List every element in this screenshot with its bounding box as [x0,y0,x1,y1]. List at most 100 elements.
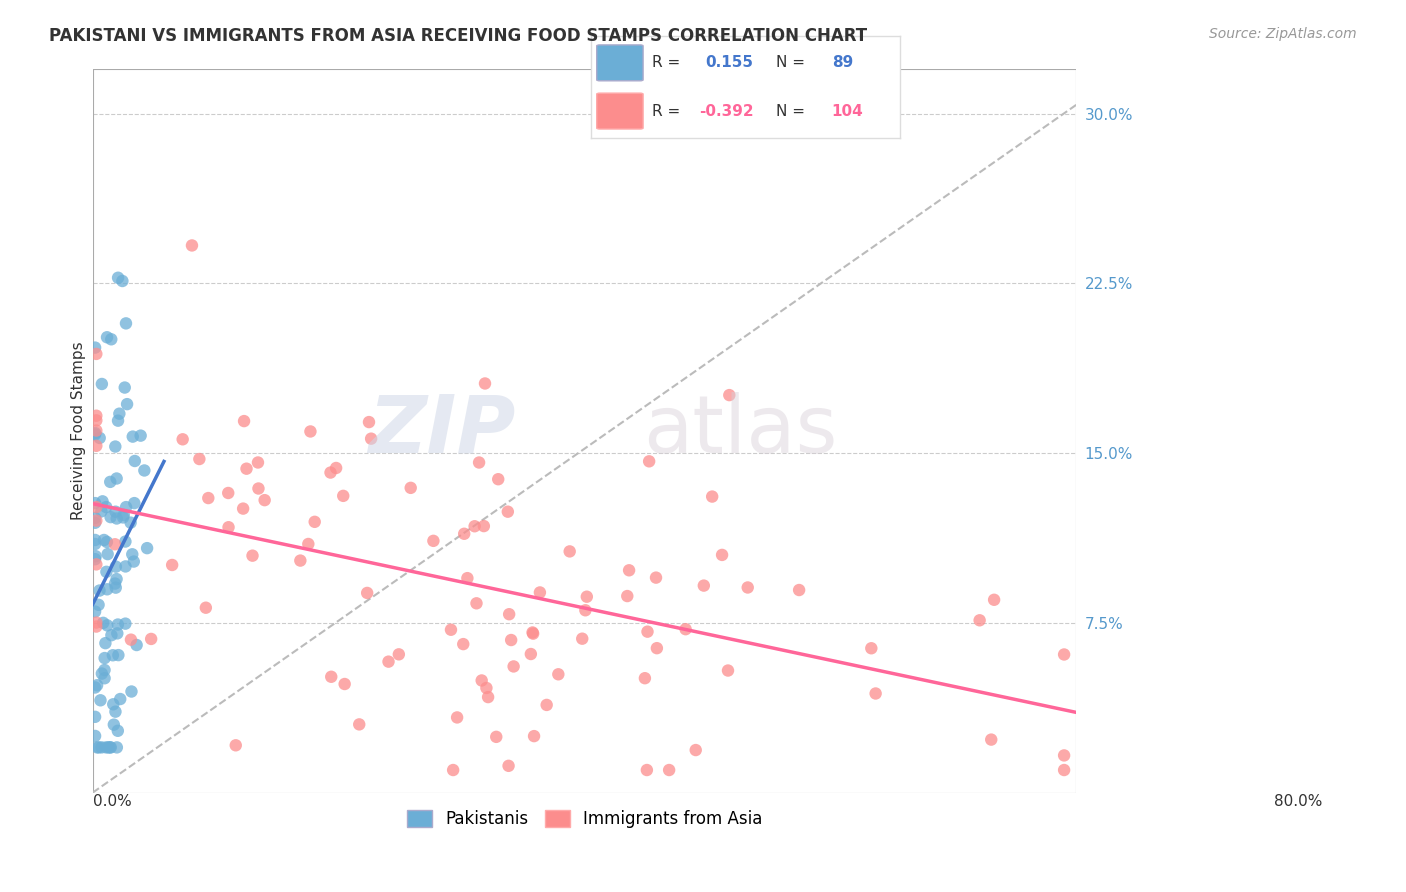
Point [290,553,312,567]
Point [616,589,638,603]
Point [468,455,491,469]
Point [465,596,488,610]
Point [93,663,115,677]
Point [105,471,128,485]
Point [217,486,239,500]
Point [121,684,143,698]
Point [737,581,759,595]
Point [247,482,270,496]
Point [86,424,108,438]
Point [520,647,543,661]
Point [253,493,276,508]
Point [107,617,129,632]
Point [114,616,136,631]
Point [107,270,129,285]
Point [332,489,354,503]
Point [86,615,108,630]
Point [86,500,108,514]
Point [84,341,107,355]
Point [96,535,118,549]
Point [446,710,468,724]
Point [89,583,111,598]
Point [104,559,127,574]
Point [121,429,143,443]
Point [357,415,380,429]
Point [104,705,127,719]
Text: ZIP: ZIP [368,392,516,469]
Text: PAKISTANI VS IMMIGRANTS FROM ASIA RECEIVING FOOD STAMPS CORRELATION CHART: PAKISTANI VS IMMIGRANTS FROM ASIA RECEIV… [49,27,868,45]
Text: 104: 104 [832,103,863,119]
Point [90,666,112,681]
Text: 80.0%: 80.0% [1274,794,1323,809]
Point [84,552,107,566]
Point [93,651,115,665]
Point [111,274,134,288]
Point [451,637,474,651]
Point [325,461,347,475]
Point [104,537,127,551]
Point [141,632,163,646]
Point [87,740,110,755]
Point [658,763,681,777]
Point [87,598,110,612]
Point [702,490,724,504]
FancyBboxPatch shape [596,45,643,81]
Point [108,407,131,421]
Point [91,615,114,630]
Point [89,693,111,707]
Point [115,317,138,331]
Point [969,613,991,627]
Point [1053,748,1076,763]
Text: 89: 89 [832,55,853,70]
Text: R =: R = [652,55,681,70]
Point [134,463,156,477]
Point [96,500,118,514]
Point [321,670,343,684]
Point [980,732,1002,747]
Point [100,740,122,755]
Point [242,549,264,563]
Point [441,763,464,777]
Point [94,740,117,755]
Point [299,425,322,439]
Point [136,541,159,556]
Point [486,472,509,486]
Point [1053,763,1076,777]
Point [474,376,496,391]
Point [522,625,544,640]
Point [84,729,107,743]
Point [574,603,596,617]
Text: atlas: atlas [644,392,838,469]
FancyBboxPatch shape [596,93,643,129]
Point [502,659,524,673]
Point [571,632,593,646]
Point [246,455,269,469]
Text: 0.155: 0.155 [704,55,754,70]
Point [122,555,145,569]
Point [304,515,326,529]
Point [440,623,463,637]
Point [103,717,125,731]
Point [104,440,127,454]
Point [91,494,114,508]
Point [84,537,107,551]
Point [485,730,508,744]
Point [718,388,741,402]
Point [120,632,142,647]
Point [100,510,122,524]
Point [101,648,124,663]
Point [558,544,581,558]
Point [477,690,499,704]
Point [717,664,740,678]
Point [94,636,117,650]
Point [125,638,148,652]
Point [360,432,382,446]
Point [860,641,883,656]
Point [105,511,128,525]
Text: -0.392: -0.392 [699,103,754,119]
Point [84,605,107,619]
Point [319,466,342,480]
Point [114,559,136,574]
Point [97,547,120,561]
Point [471,673,494,688]
